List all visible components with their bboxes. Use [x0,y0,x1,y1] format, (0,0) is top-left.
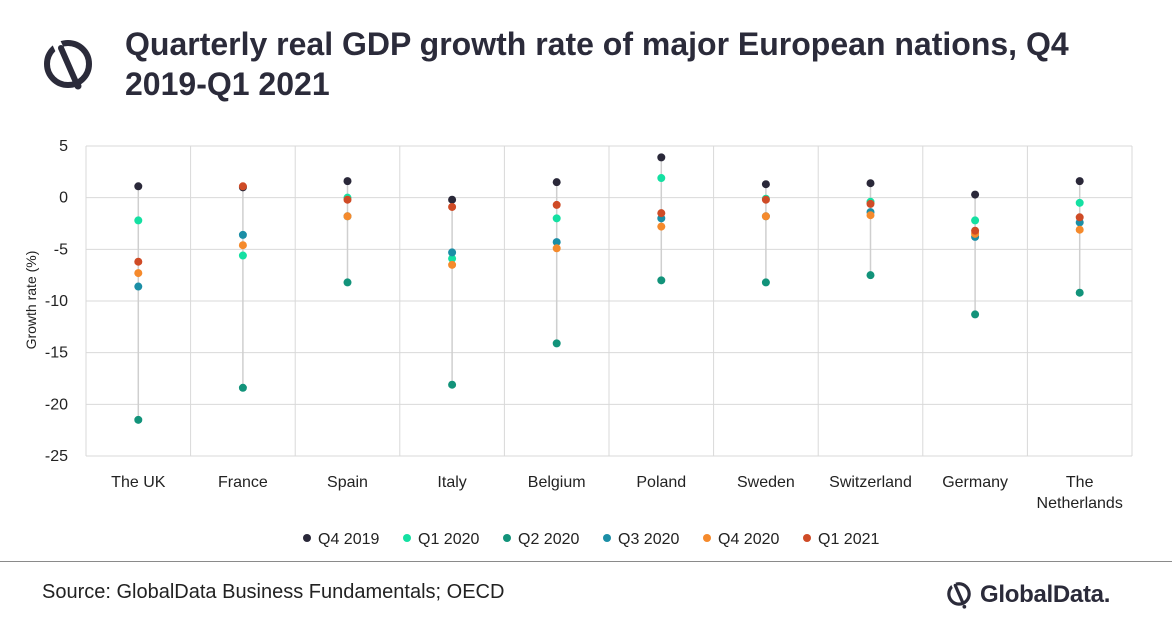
x-tick-label: Germany [942,474,1008,491]
data-point [552,339,561,348]
globaldata-logo-icon [947,577,971,609]
source-note: Source: GlobalData Business Fundamentals… [42,581,505,603]
chart-area: 5 0 -5 -10 -15 -20 -25 The UK France Spain Italy B… [23,138,1133,548]
data-point [448,248,457,257]
data-point [657,209,666,218]
data-point [448,380,457,389]
range-lines [137,157,1081,420]
legend-label: Q4 2020 [718,531,779,548]
data-point [134,415,143,424]
x-tick-label: The UK [111,474,166,491]
legend-marker [503,534,511,542]
x-tick-label: Belgium [528,474,586,491]
y-tick-label: 0 [59,190,68,207]
data-point [448,260,457,269]
data-point [761,180,770,189]
data-point [134,182,143,191]
y-tick-label: -5 [54,241,68,258]
legend-marker [603,534,611,542]
chart-title: Quarterly real GDP growth rate of major … [125,26,1069,102]
x-tick-label: The Netherlands [1037,474,1123,512]
legend-label: Q1 2020 [418,531,479,548]
x-tick-label: France [218,474,268,491]
data-point [134,257,143,266]
y-axis-ticks: 5 0 -5 -10 -15 -20 -25 [45,138,68,465]
data-point [657,153,666,162]
legend-marker [803,534,811,542]
data-point [761,278,770,287]
data-point [552,178,561,187]
y-tick-label: -15 [45,345,68,362]
data-point [552,244,561,253]
data-point [657,222,666,231]
data-point [552,200,561,209]
data-point [448,202,457,211]
data-point [343,177,352,186]
x-tick-label: Italy [437,474,466,491]
data-point [971,226,980,235]
data-point [866,271,875,280]
data-point [238,182,247,191]
data-point [552,214,561,223]
legend-label: Q2 2020 [518,531,579,548]
legend-label: Q4 2019 [318,531,379,548]
grid [85,145,1133,457]
data-point [238,251,247,260]
y-tick-label: -25 [45,448,68,465]
data-point [866,179,875,188]
data-point [134,269,143,278]
legend-marker [403,534,411,542]
x-axis-ticks: The UK France Spain Italy Belgium Poland Swede… [111,474,1123,512]
x-tick-label: Poland [636,474,686,491]
data-point [238,383,247,392]
footer-divider [0,561,1172,562]
data-point [866,211,875,220]
data-point [448,254,457,263]
data-point [1075,177,1084,186]
data-point [343,195,352,204]
data-point [343,278,352,287]
data-point [761,195,770,204]
data-point [866,199,875,208]
data-point [1075,225,1084,234]
legend: Q4 2019 Q1 2020 Q2 2020 Q3 2020 Q4 2020 Q1 20… [303,531,879,548]
brand-wordmark: GlobalData. [980,581,1111,608]
data-point [971,310,980,319]
x-tick-label: Switzerland [829,474,912,491]
legend-label: Q3 2020 [618,531,679,548]
y-tick-label: 5 [59,138,68,155]
legend-marker [703,534,711,542]
data-point [1075,213,1084,222]
data-point [238,230,247,239]
data-point [971,190,980,199]
data-point [343,212,352,221]
y-tick-label: -20 [45,396,68,413]
y-tick-label: -10 [45,293,68,310]
data-point [657,276,666,285]
brand-logo: GlobalData. [944,575,1110,615]
legend-marker [303,534,311,542]
data-point [134,282,143,291]
data-point [1075,198,1084,207]
data-points [134,153,1084,424]
x-tick-label: Spain [327,474,368,491]
data-point [448,195,457,204]
data-point [971,216,980,225]
legend-label: Q1 2021 [818,531,879,548]
data-point [1075,288,1084,297]
data-point [657,174,666,183]
y-axis-label: Growth rate (%) [23,251,39,350]
x-tick-label: Sweden [737,474,795,491]
data-point [552,238,561,247]
data-point [761,212,770,221]
globaldata-logo-icon [44,36,92,90]
data-point [238,241,247,250]
data-point [134,216,143,225]
